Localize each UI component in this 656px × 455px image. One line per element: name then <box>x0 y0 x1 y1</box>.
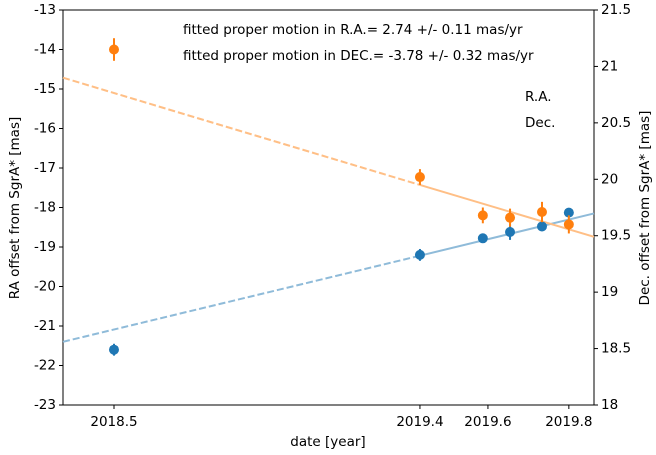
y2-tick-label: 20.5 <box>601 115 631 131</box>
data-point <box>505 226 516 237</box>
data-point <box>536 207 547 218</box>
y-axis-label: RA offset from SgrA* [mas] <box>7 117 23 300</box>
data-point <box>563 207 574 218</box>
y-tick-label: -20 <box>34 279 56 295</box>
fit-line <box>419 183 595 238</box>
legend-entry: R.A. <box>525 89 551 105</box>
y2-tick-label: 21.5 <box>601 2 631 18</box>
y-tick-label: -23 <box>34 397 56 413</box>
data-point <box>108 44 119 55</box>
annotation: fitted proper motion in DEC.= -3.78 +/- … <box>183 48 534 64</box>
y-tick-label: -17 <box>34 160 56 176</box>
x-tick-label: 2019.6 <box>464 414 511 430</box>
data-point <box>477 210 488 221</box>
y-tick-label: -21 <box>34 318 56 334</box>
y-tick-label: -15 <box>34 81 56 97</box>
data-point <box>477 233 488 244</box>
plot-frame <box>62 9 595 406</box>
data-point <box>414 249 425 260</box>
y2-tick-label: 19 <box>601 284 618 300</box>
fit-line <box>62 254 421 343</box>
data-point <box>505 212 516 223</box>
y-tick-label: -22 <box>34 358 56 374</box>
y-tick-label: -16 <box>34 121 56 137</box>
fit-line <box>62 76 421 186</box>
y-tick-label: -13 <box>34 2 56 18</box>
y-tick-label: -14 <box>34 42 56 58</box>
y-tick-label: -18 <box>34 200 56 216</box>
x-tick-label: 2019.4 <box>396 414 443 430</box>
data-point <box>414 172 425 183</box>
y2-tick-label: 18.5 <box>601 341 631 357</box>
data-point <box>563 219 574 230</box>
y2-tick-label: 19.5 <box>601 228 631 244</box>
y2-tick-label: 18 <box>601 397 618 413</box>
y2-tick-label: 20 <box>601 171 618 187</box>
data-point <box>536 221 547 232</box>
annotation: fitted proper motion in R.A.= 2.74 +/- 0… <box>183 22 523 38</box>
x-axis-label: date [year] <box>290 434 365 450</box>
y2-tick-label: 21 <box>601 58 618 74</box>
legend-entry: Dec. <box>525 115 555 131</box>
x-tick-label: 2019.8 <box>545 414 592 430</box>
data-point <box>108 344 119 355</box>
y-tick-label: -19 <box>34 239 56 255</box>
y2-axis-label: Dec. offset from SgrA* [mas] <box>637 111 653 306</box>
x-tick-label: 2018.5 <box>90 414 137 430</box>
